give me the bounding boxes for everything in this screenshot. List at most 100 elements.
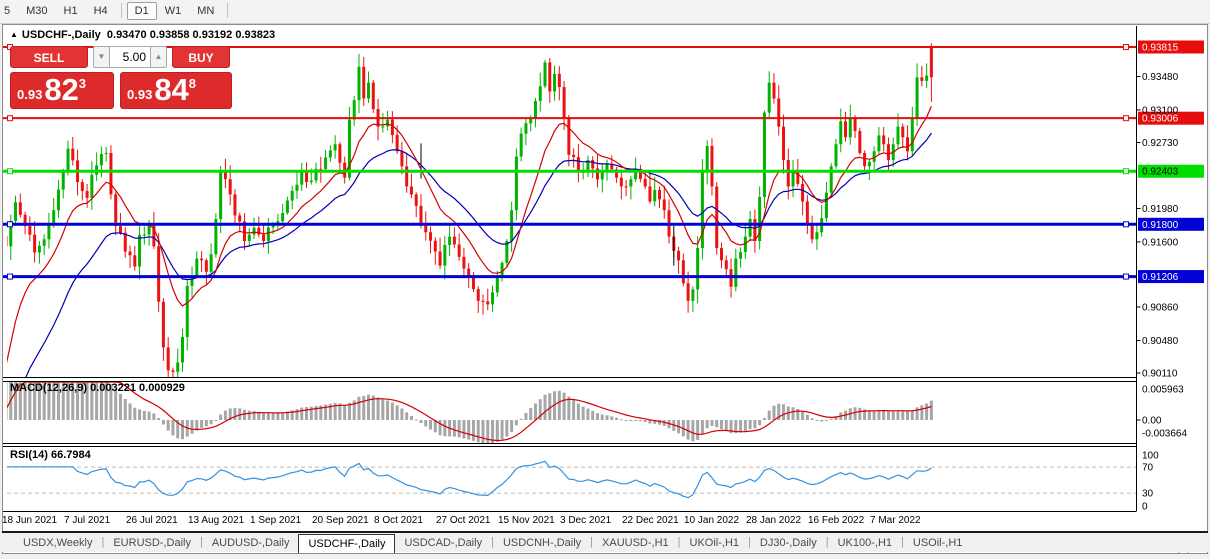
macd-histogram-bar [166, 420, 170, 431]
candle-body [872, 151, 876, 162]
macd-histogram-bar [266, 413, 270, 420]
tab-separator: | [677, 536, 681, 548]
candle-body [686, 283, 690, 301]
buy-button[interactable]: BUY [172, 46, 230, 68]
macd-histogram-bar [505, 420, 509, 437]
buy-price-display[interactable]: 0.93 84 8 [120, 72, 232, 109]
date-axis[interactable]: 18 Jun 2021 7 Jul 2021 26 Jul 2021 13 Aug 2… [0, 513, 1204, 531]
sell-button[interactable]: SELL [10, 46, 88, 68]
candle-body [85, 191, 89, 198]
candle-body [681, 260, 685, 284]
macd-histogram-bar [281, 412, 285, 420]
price-tick-label: 0.90110 [1142, 369, 1178, 380]
tab-usdcad-daily[interactable]: USDCAD-,Daily [404, 537, 483, 549]
timeframe-toolbar[interactable]: 5 M30 H1 H4 D1 W1 MN [0, 0, 1210, 24]
sell-price-display[interactable]: 0.93 82 3 [10, 72, 114, 109]
macd-histogram-bar [896, 410, 900, 420]
tab-eurusd-daily[interactable]: EURUSD-,Daily [113, 537, 191, 549]
timeframe-M30[interactable]: M30 [26, 5, 48, 17]
candle-body [71, 148, 75, 161]
tab-uk100-h1[interactable]: UK100-,H1 [837, 537, 893, 549]
tab-ukoil-h1[interactable]: UKOil-,H1 [689, 537, 740, 549]
candle-body [829, 166, 833, 193]
candle-body [147, 225, 151, 235]
candle-body [228, 179, 232, 195]
volume-decrease-icon[interactable]: ▼ [93, 46, 110, 68]
candle-body [357, 66, 361, 101]
candle-body [9, 220, 13, 247]
date-label: 20 Sep 2021 [312, 515, 369, 526]
tab-usdcnh-daily[interactable]: USDCNH-,Daily [502, 537, 582, 549]
macd-histogram-bar [858, 407, 862, 420]
macd-histogram-bar [314, 405, 318, 420]
macd-histogram-bar [171, 420, 175, 436]
macd-histogram-bar [290, 410, 294, 420]
chart-window [2, 24, 1208, 554]
macd-histogram-bar [710, 420, 714, 426]
hline-handle [7, 273, 13, 280]
macd-histogram-bar [190, 420, 194, 434]
macd-histogram-bar [657, 420, 661, 425]
macd-histogram-bar [810, 418, 814, 420]
candle-body [724, 260, 728, 270]
macd-histogram-bar [801, 411, 805, 420]
price-tag-label: 0.91800 [1142, 220, 1179, 231]
candle-body [562, 87, 566, 118]
macd-histogram-bar [929, 400, 933, 420]
rsi-axis-label: 0 [1142, 502, 1148, 513]
toolbar-separator [120, 2, 122, 18]
tab-usdx-weekly[interactable]: USDX,Weekly [23, 537, 93, 549]
buy-price-prefix: 0.93 [127, 87, 153, 102]
candle-body [600, 170, 604, 180]
price-tag-label: 0.93006 [1142, 114, 1179, 125]
timeframe-MN[interactable]: MN [197, 5, 215, 17]
candle-body [476, 289, 480, 301]
tab-dj30-daily[interactable]: DJ30-,Daily [759, 537, 817, 549]
toolbar-separator [227, 2, 229, 18]
macd-histogram-bar [28, 382, 32, 420]
candle-body [266, 227, 270, 242]
macd-histogram-bar [33, 382, 37, 420]
macd-histogram-bar [200, 420, 204, 428]
macd-histogram-bar [352, 400, 356, 420]
volume-increase-icon[interactable]: ▲ [150, 46, 167, 68]
volume-input[interactable] [110, 46, 150, 68]
collapse-arrow-icon[interactable]: ▲ [10, 30, 18, 39]
buy-price-pip: 8 [188, 76, 197, 91]
candle-body [381, 126, 385, 128]
macd-histogram-bar [424, 420, 428, 427]
timeframe-H4[interactable]: H4 [93, 5, 108, 17]
candle-body [257, 227, 261, 235]
candle-body [648, 186, 652, 202]
candle-body [176, 362, 180, 372]
candle-body [223, 170, 227, 180]
macd-histogram-bar [471, 420, 475, 441]
hline-handle [1123, 115, 1129, 122]
candle-body [796, 170, 800, 184]
macd-histogram-bar [576, 403, 580, 420]
candle-body [319, 168, 323, 170]
timeframe-H1[interactable]: H1 [63, 5, 78, 17]
candle-body [180, 336, 184, 363]
candle-body [271, 225, 275, 228]
rsi-axis-label: 100 [1142, 451, 1159, 462]
macd-axis-label: 0.00 [1142, 416, 1162, 427]
macd-histogram-bar [510, 420, 514, 433]
tab-usdchf-daily[interactable]: USDCHF-,Daily [298, 534, 396, 553]
macd-histogram-bar [243, 409, 246, 420]
candle-body [400, 151, 404, 167]
tab-audusd-daily[interactable]: AUDUSD-,Daily [211, 537, 290, 549]
candle-body [615, 169, 619, 178]
tab-xauusd-h1[interactable]: XAUUSD-,H1 [602, 537, 669, 549]
macd-histogram-bar [853, 407, 857, 420]
timeframe-D1[interactable]: D1 [126, 2, 157, 20]
timeframe-W1[interactable]: W1 [164, 5, 182, 17]
date-label: 1 Sep 2021 [250, 515, 302, 526]
macd-histogram-bar [343, 404, 347, 420]
candle-body [47, 224, 51, 240]
timeframe-5[interactable]: 5 [4, 5, 11, 17]
macd-histogram-bar [128, 403, 132, 420]
tab-usoil-h1[interactable]: USOil-,H1 [912, 537, 963, 549]
candle-body [290, 190, 294, 201]
